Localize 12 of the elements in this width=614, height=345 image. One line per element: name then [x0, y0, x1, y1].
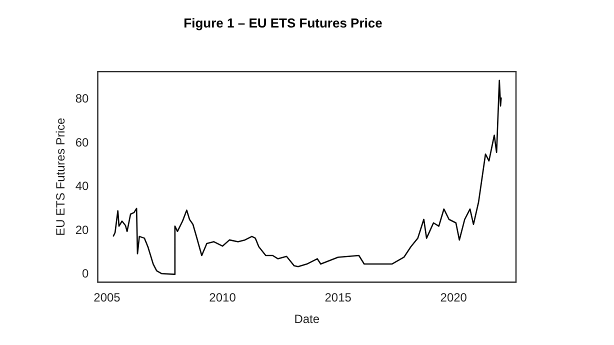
y-tick-label: 60	[75, 135, 90, 150]
x-axis-title: Date	[294, 312, 320, 326]
y-tick-label: 20	[75, 222, 90, 237]
x-tick-label: 2010	[209, 290, 236, 305]
y-tick-label: 40	[75, 179, 90, 194]
chart-title: Figure 1 – EU ETS Futures Price	[184, 15, 382, 30]
x-tick-label: 2015	[324, 290, 352, 305]
x-tick-label: 2005	[94, 290, 121, 305]
y-tick-label: 0	[82, 266, 90, 281]
y-tick-label: 80	[75, 91, 90, 106]
y-axis-title: EU ETS Futures Price	[54, 118, 68, 236]
x-tick-label: 2020	[440, 290, 468, 305]
